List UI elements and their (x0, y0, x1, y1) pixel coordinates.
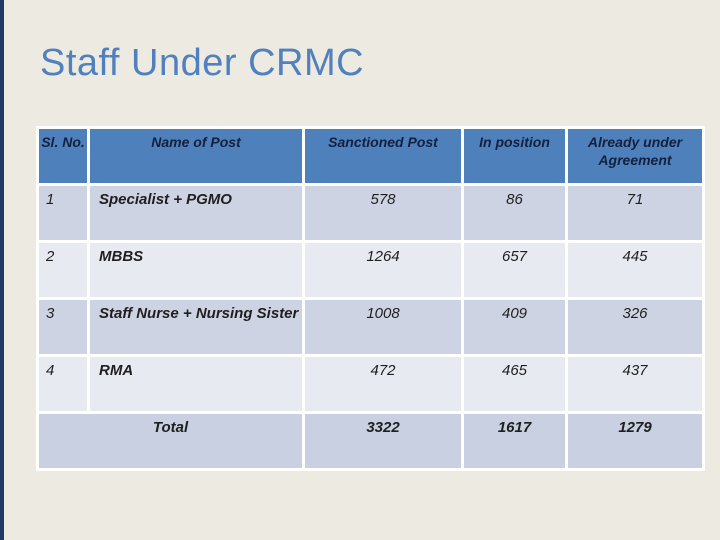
table-row-sl-cell: 4 (39, 357, 87, 411)
table-row-name-cell: MBBS (90, 243, 302, 297)
header-cell-name-of-post: Name of Post (90, 129, 302, 183)
header-cell-sanctioned-post: Sanctioned Post (305, 129, 461, 183)
slide-title: Staff Under CRMC (40, 42, 365, 84)
total-agreement-cell: 1279 (568, 414, 702, 468)
header-cell-sl-no: Sl. No. (39, 129, 87, 183)
table-row-agreement-cell: 437 (568, 357, 702, 411)
table-row-in-position-cell: 409 (464, 300, 565, 354)
table-row-name-cell: RMA (90, 357, 302, 411)
table-row-sanctioned-cell: 1264 (305, 243, 461, 297)
total-sanctioned-cell: 3322 (305, 414, 461, 468)
table-row-in-position-cell: 657 (464, 243, 565, 297)
staff-table: Sl. No. Name of Post Sanctioned Post In … (36, 126, 705, 471)
total-label-cell: Total (39, 414, 302, 468)
table-row-sanctioned-cell: 472 (305, 357, 461, 411)
table-row-name-cell: Staff Nurse + Nursing Sister (90, 300, 302, 354)
table-row-sl-cell: 1 (39, 186, 87, 240)
header-cell-already-under-agreement: Already under Agreement (568, 129, 702, 183)
table-row-in-position-cell: 465 (464, 357, 565, 411)
table-row-name-cell: Specialist + PGMO (90, 186, 302, 240)
total-in-position-cell: 1617 (464, 414, 565, 468)
table-row-sl-cell: 2 (39, 243, 87, 297)
left-edge-bar (0, 0, 4, 540)
table-row-sanctioned-cell: 578 (305, 186, 461, 240)
table-row-agreement-cell: 326 (568, 300, 702, 354)
table-row-in-position-cell: 86 (464, 186, 565, 240)
header-cell-in-position: In position (464, 129, 565, 183)
table-row-agreement-cell: 71 (568, 186, 702, 240)
table-row-sl-cell: 3 (39, 300, 87, 354)
table-row-agreement-cell: 445 (568, 243, 702, 297)
table-row-sanctioned-cell: 1008 (305, 300, 461, 354)
